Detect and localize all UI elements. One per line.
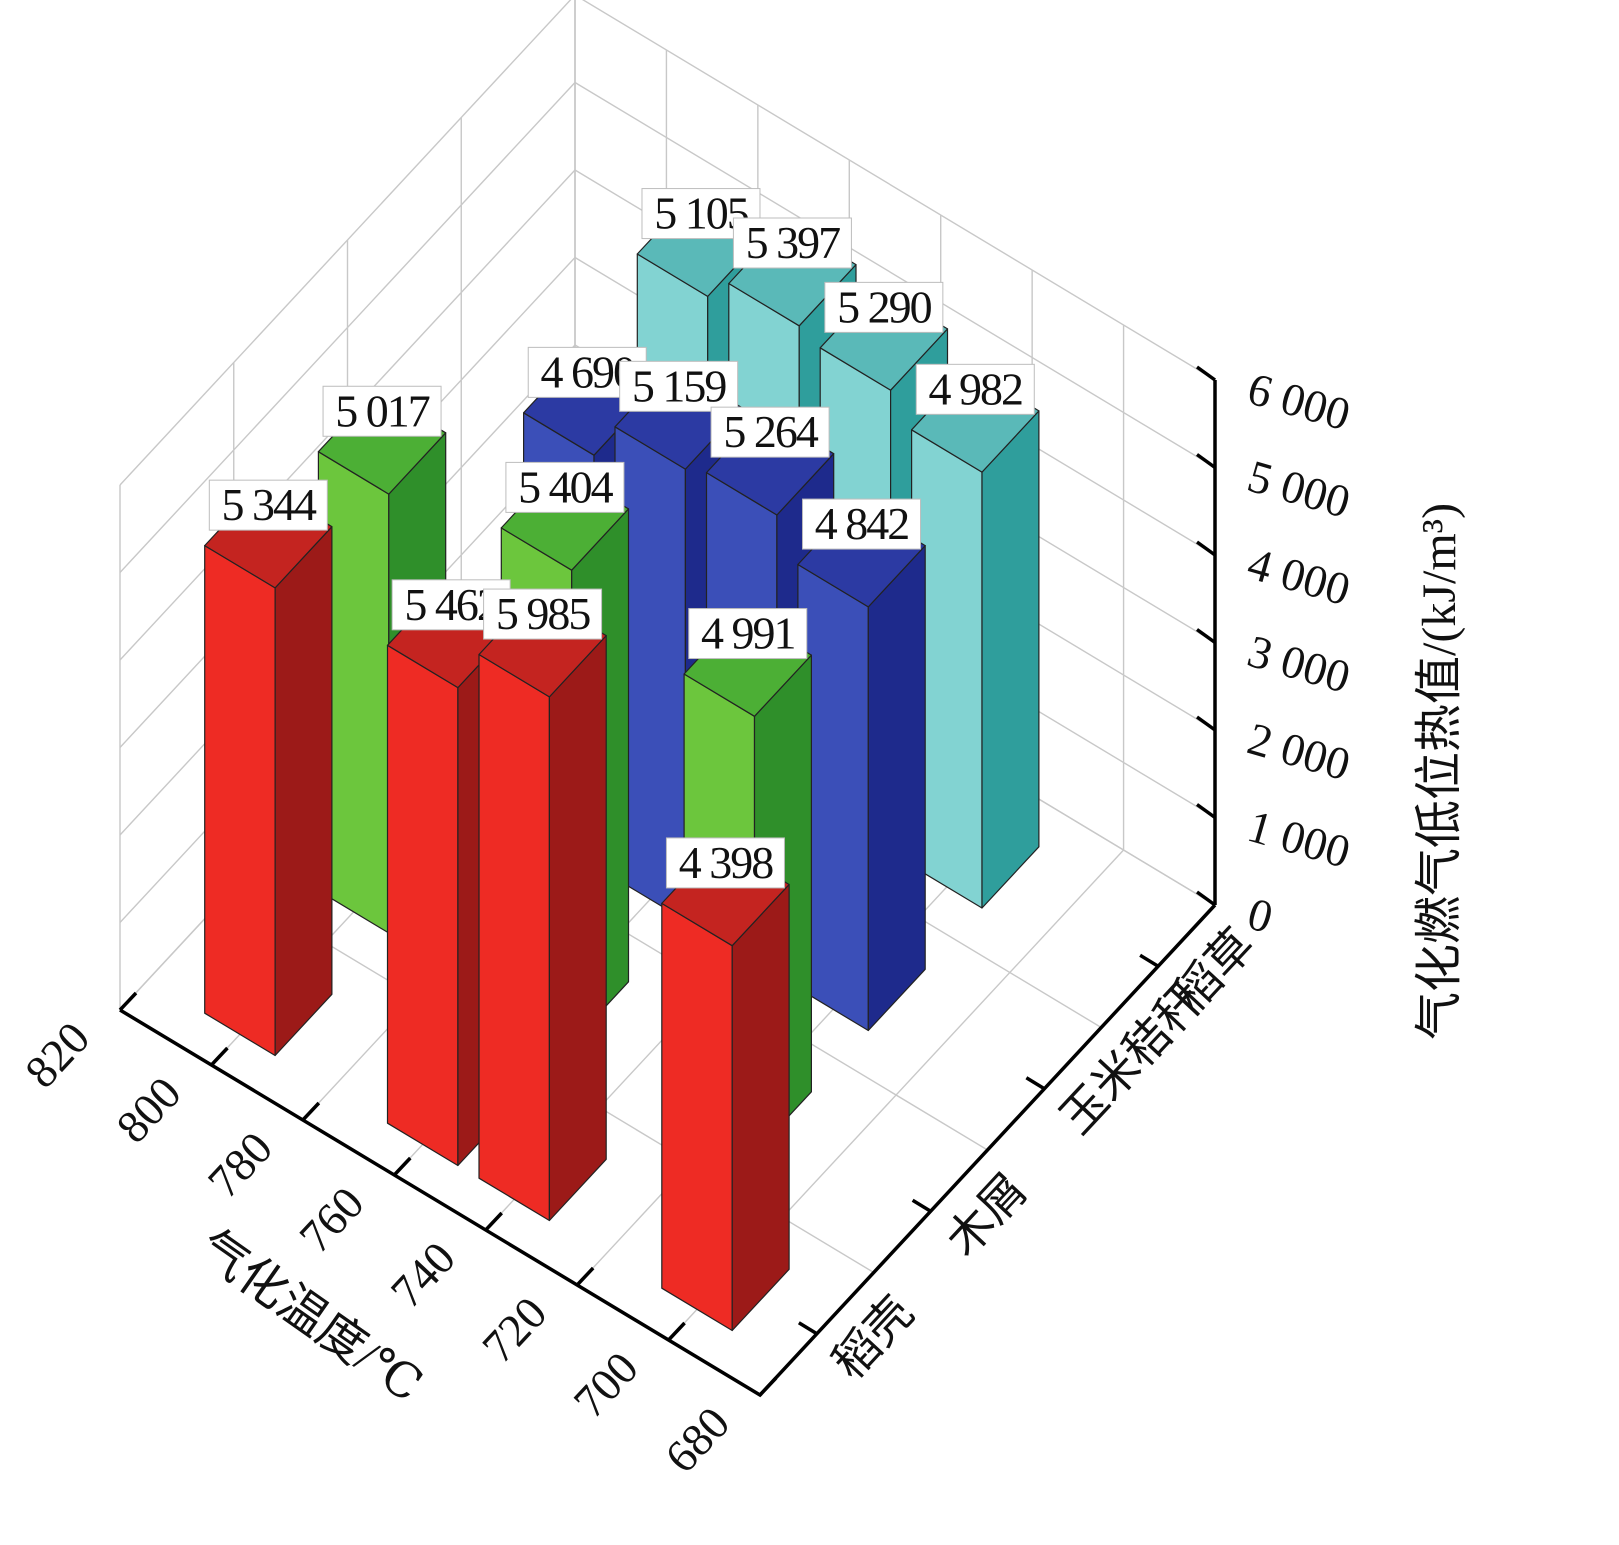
data-label-box <box>688 608 808 660</box>
bar-front-face <box>661 902 733 1332</box>
z-tick <box>1195 453 1217 469</box>
x-tick-label: 700 <box>564 1342 648 1427</box>
data-label: 5 105 <box>641 188 761 240</box>
data-label: 5 290 <box>824 281 944 333</box>
z-tick <box>1195 715 1217 732</box>
z-tick-label: 1 000 <box>1242 800 1356 878</box>
data-label-text: 4 842 <box>815 498 909 549</box>
data-label-text: 5 344 <box>222 479 318 530</box>
data-label-box <box>619 360 739 412</box>
x-tick <box>210 1046 229 1067</box>
data-label-box <box>208 479 328 531</box>
data-label: 4 398 <box>665 837 785 889</box>
data-label-text: 5 985 <box>496 588 591 639</box>
category-label: 稻壳 <box>823 1287 923 1389</box>
bar-side-face <box>548 634 607 1222</box>
z-tick-label: 6 000 <box>1242 363 1356 441</box>
x-tick-label: 780 <box>198 1122 282 1207</box>
bar-side-face <box>867 544 926 1032</box>
data-label: 4 982 <box>915 363 1035 415</box>
data-label-text: 4 398 <box>679 837 774 888</box>
data-label-box <box>322 385 442 437</box>
bar-front-face <box>478 653 551 1222</box>
bar-front-face <box>204 544 276 1057</box>
z-tick-label: 4 000 <box>1242 538 1356 616</box>
data-label: 5 985 <box>483 588 603 640</box>
bar-front-face <box>386 644 459 1167</box>
data-label: 4 991 <box>688 608 808 660</box>
x-tick <box>118 991 138 1012</box>
data-label-text: 5 017 <box>335 385 430 436</box>
category-tick <box>1139 953 1160 968</box>
z-tick <box>1195 803 1217 819</box>
bar <box>797 502 926 1032</box>
bar <box>910 367 1040 909</box>
x-tick-label: 740 <box>381 1232 465 1317</box>
x-tick-label: 820 <box>15 1012 99 1097</box>
bar-side-face <box>731 883 790 1332</box>
data-label: 5 017 <box>322 385 442 437</box>
data-label: 5 159 <box>619 360 739 412</box>
x-tick-label: 760 <box>289 1177 373 1262</box>
data-label: 5 397 <box>732 217 852 269</box>
bar-side-face <box>981 410 1040 909</box>
z-tick <box>1195 540 1217 557</box>
bar <box>661 841 790 1332</box>
data-label: 5 264 <box>710 406 830 458</box>
data-label-box <box>710 406 830 458</box>
data-label: 5 344 <box>208 479 328 531</box>
z-tick-label: 2 000 <box>1242 713 1356 791</box>
data-label: 4 842 <box>802 498 922 550</box>
z-tick <box>1195 890 1217 907</box>
data-label-box <box>665 837 785 889</box>
data-label-box <box>732 217 852 269</box>
category-tick <box>797 1321 818 1336</box>
x-tick-label: 720 <box>472 1287 556 1372</box>
data-label-box <box>483 588 603 640</box>
data-label-text: 5 290 <box>837 281 932 332</box>
data-label-text: 5 159 <box>632 360 727 411</box>
z-tick-label: 3 000 <box>1242 625 1356 703</box>
x-tick <box>393 1156 412 1177</box>
data-label-box <box>802 498 922 550</box>
x-tick-label: 800 <box>106 1067 190 1152</box>
z-tick <box>1195 628 1217 644</box>
category-label: 木屑 <box>937 1164 1037 1266</box>
x-tick-label: 680 <box>655 1397 739 1482</box>
data-label-text: 4 982 <box>929 363 1023 414</box>
x-tick <box>758 1376 778 1397</box>
x-tick <box>575 1266 595 1287</box>
z-tick <box>1195 365 1217 382</box>
bar <box>478 592 607 1222</box>
x-axis-title: 气化温度/℃ <box>189 1221 432 1413</box>
x-tick <box>667 1321 686 1342</box>
data-label-box <box>824 281 944 333</box>
z-tick-label: 0 <box>1242 888 1278 943</box>
bar-side-face <box>274 526 333 1057</box>
x-tick <box>301 1101 321 1122</box>
data-label-text: 4 991 <box>701 608 795 659</box>
data-label-text: 5 404 <box>518 461 614 512</box>
bar <box>204 483 333 1057</box>
data-label: 5 404 <box>505 461 625 513</box>
category-tick <box>1025 1076 1046 1091</box>
data-label-text: 5 397 <box>746 217 841 268</box>
data-label-text: 5 264 <box>723 406 819 457</box>
z-tick-label: 5 000 <box>1242 450 1356 528</box>
data-label-box <box>505 461 625 513</box>
x-tick <box>484 1211 503 1232</box>
category-tick <box>911 1198 932 1213</box>
data-label-box <box>915 363 1035 415</box>
z-axis-title: 气化燃气低位热值/(kJ/m³) <box>1413 503 1466 1040</box>
